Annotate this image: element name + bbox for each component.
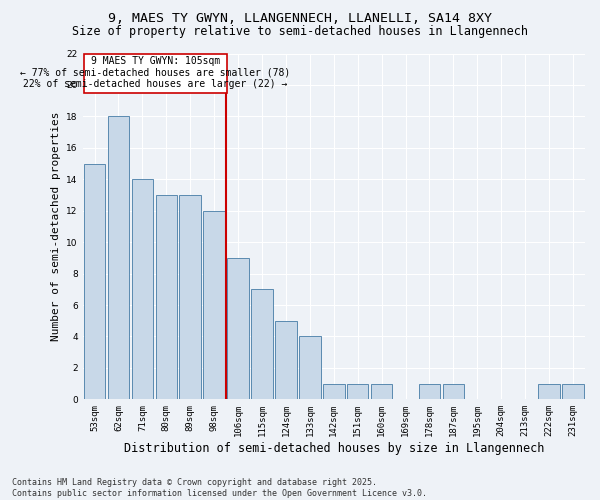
Bar: [371, 384, 392, 400]
Bar: [179, 195, 201, 400]
Text: 9, MAES TY GWYN, LLANGENNECH, LLANELLI, SA14 8XY: 9, MAES TY GWYN, LLANGENNECH, LLANELLI, …: [108, 12, 492, 26]
Bar: [323, 384, 344, 400]
Bar: [443, 384, 464, 400]
Text: 22% of semi-detached houses are larger (22) →: 22% of semi-detached houses are larger (…: [23, 80, 288, 90]
Bar: [275, 320, 297, 400]
Text: Contains HM Land Registry data © Crown copyright and database right 2025.
Contai: Contains HM Land Registry data © Crown c…: [12, 478, 427, 498]
Bar: [299, 336, 320, 400]
Y-axis label: Number of semi-detached properties: Number of semi-detached properties: [50, 112, 61, 341]
Bar: [108, 116, 129, 400]
Text: ← 77% of semi-detached houses are smaller (78): ← 77% of semi-detached houses are smalle…: [20, 68, 290, 78]
Bar: [227, 258, 249, 400]
FancyBboxPatch shape: [84, 54, 227, 93]
Bar: [251, 290, 273, 400]
Bar: [347, 384, 368, 400]
Bar: [84, 164, 106, 400]
Bar: [538, 384, 560, 400]
X-axis label: Distribution of semi-detached houses by size in Llangennech: Distribution of semi-detached houses by …: [124, 442, 544, 455]
Bar: [203, 210, 225, 400]
Bar: [562, 384, 584, 400]
Bar: [155, 195, 177, 400]
Bar: [131, 180, 153, 400]
Text: Size of property relative to semi-detached houses in Llangennech: Size of property relative to semi-detach…: [72, 25, 528, 38]
Bar: [419, 384, 440, 400]
Text: 9 MAES TY GWYN: 105sqm: 9 MAES TY GWYN: 105sqm: [91, 56, 220, 66]
